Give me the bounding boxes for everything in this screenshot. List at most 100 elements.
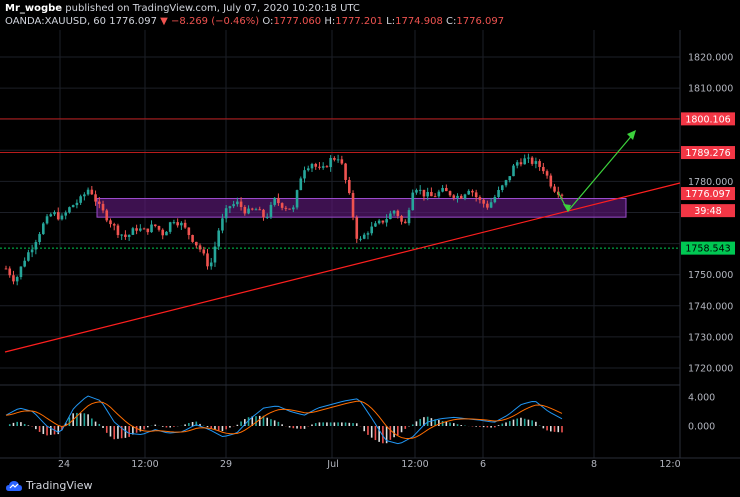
candle-body xyxy=(560,194,564,196)
candle-body xyxy=(542,166,545,172)
candle-body xyxy=(30,249,34,253)
last-price: 1776.097 xyxy=(109,16,157,27)
candle-body xyxy=(288,208,291,210)
chart-grid xyxy=(0,30,680,458)
candle-body xyxy=(325,166,329,168)
candle-body xyxy=(250,208,254,210)
tradingview-logo[interactable]: TradingView xyxy=(6,479,92,492)
candle-body xyxy=(512,165,515,177)
price-tick-label: 1720.000 xyxy=(688,364,733,375)
candle-body xyxy=(90,189,94,195)
macd-oscillator xyxy=(5,395,563,445)
candle-body xyxy=(430,192,433,197)
candle-body xyxy=(139,228,142,231)
candle-body xyxy=(303,170,306,179)
candle-body xyxy=(172,222,176,224)
chart-header: Mr_wogbe published on TradingView.com, J… xyxy=(0,0,740,30)
candle-body xyxy=(441,188,444,192)
candle-body xyxy=(351,193,355,218)
candle-body xyxy=(426,192,429,197)
candle-body xyxy=(71,205,75,208)
candle-body xyxy=(56,212,60,220)
close-label: C: xyxy=(446,16,457,27)
candle-body xyxy=(187,227,191,236)
candle-body xyxy=(340,159,344,164)
oscillator-axis-ticks: 4.000 0.000 xyxy=(688,393,715,433)
candle-body xyxy=(482,199,485,204)
candle-body xyxy=(389,213,392,220)
price-marker-label: 1758.543 xyxy=(685,244,730,255)
price-tick-label: 1750.000 xyxy=(688,270,733,281)
candle-body xyxy=(68,207,71,213)
support-zone[interactable] xyxy=(96,198,627,218)
candle-body xyxy=(12,275,15,282)
candle-body xyxy=(116,225,120,236)
time-axis-ticks: 24 12:00 29 Jul 12:00 6 8 12:0 xyxy=(58,459,681,470)
time-tick-label: 12:00 xyxy=(131,459,158,470)
price-change: −8.269 (−0.46%) xyxy=(171,16,260,27)
open-label: O: xyxy=(262,16,274,27)
symbol-label: OANDA:XAUUSD, 60 xyxy=(5,16,107,27)
time-tick-label: 6 xyxy=(480,459,486,470)
candle-body xyxy=(377,220,381,224)
author-name[interactable]: Mr_wogbe xyxy=(5,3,63,14)
tradingview-cloud-icon xyxy=(6,480,22,491)
candle-body xyxy=(396,210,400,216)
candle-body xyxy=(183,222,187,228)
price-marker-label: 39:48 xyxy=(694,206,721,217)
price-marker: 1776.097 xyxy=(681,187,735,201)
candle-body xyxy=(418,189,422,191)
candle-body xyxy=(385,219,388,223)
candle-body xyxy=(150,224,153,233)
candle-body xyxy=(392,210,396,214)
candle-body xyxy=(415,190,418,193)
candle-body xyxy=(530,157,534,164)
candle-body xyxy=(265,217,269,219)
candle-body xyxy=(239,201,243,207)
signal-line xyxy=(5,400,563,440)
candle-body xyxy=(127,234,131,237)
candle-body xyxy=(370,226,373,234)
candle-body xyxy=(277,197,280,204)
candle-body xyxy=(101,203,105,211)
candle-body xyxy=(105,210,109,221)
price-tick-label: 1820.000 xyxy=(688,53,733,64)
candle-body xyxy=(206,253,209,267)
candle-body xyxy=(198,245,202,250)
candle-body xyxy=(247,208,250,214)
candle-body xyxy=(333,157,336,160)
candle-body xyxy=(329,157,332,168)
candle-body xyxy=(161,229,165,236)
time-tick-label: 12:0 xyxy=(659,459,680,470)
candle-body xyxy=(258,209,262,211)
candle-body xyxy=(486,203,489,208)
candle-body xyxy=(262,209,265,218)
price-tick-label: 1810.000 xyxy=(688,84,733,95)
candle-body xyxy=(165,231,168,236)
candle-body xyxy=(508,176,512,181)
candle-body xyxy=(355,217,359,239)
candle-body xyxy=(497,190,500,197)
candle-body xyxy=(83,194,86,197)
close-value: 1776.097 xyxy=(456,16,505,27)
candle-body xyxy=(280,203,284,208)
candle-body xyxy=(493,196,497,203)
osc-tick-label: 4.000 xyxy=(688,393,715,404)
candle-body xyxy=(176,222,179,226)
price-marker: 1789.276 xyxy=(681,146,735,160)
candle-body xyxy=(515,162,519,166)
candle-body xyxy=(142,228,146,230)
time-tick-label: 29 xyxy=(220,459,232,470)
candle-body xyxy=(534,161,538,164)
candle-body xyxy=(202,249,206,254)
osc-tick-label: 0.000 xyxy=(688,422,715,433)
price-marker-label: 1776.097 xyxy=(685,189,730,200)
price-marker: 39:48 xyxy=(681,204,735,218)
candle-body xyxy=(269,204,273,218)
candle-body xyxy=(135,228,138,231)
open-value: 1777.060 xyxy=(273,16,322,27)
candle-body xyxy=(445,188,448,192)
candle-body xyxy=(295,190,299,208)
projection-arrow[interactable] xyxy=(557,130,636,213)
